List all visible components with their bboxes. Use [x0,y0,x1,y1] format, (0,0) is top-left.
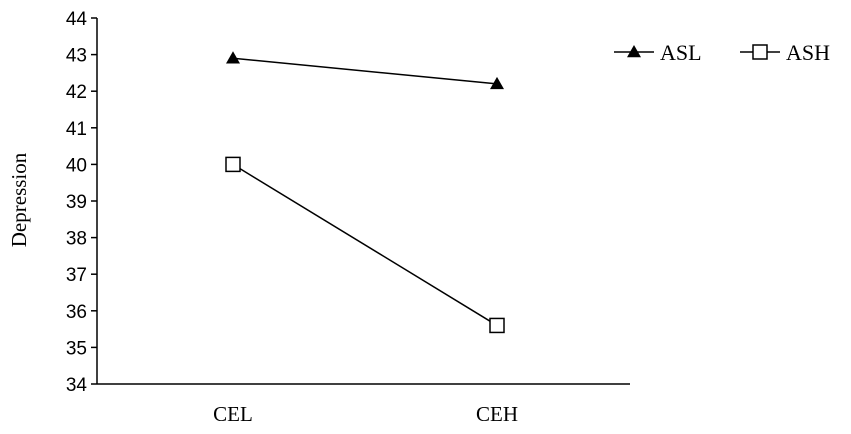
x-category-label: CEH [476,402,518,426]
legend-marker [627,45,641,58]
series-line [232,57,498,85]
legend-label: ASH [786,40,830,65]
data-point [490,76,504,90]
data-point [489,317,505,334]
y-tick-label: 38 [66,229,87,250]
x-category-label: CEL [213,402,253,426]
y-tick-label: 35 [66,338,87,359]
y-tick-label: 34 [66,375,88,396]
y-tick-label: 43 [66,46,87,67]
legend-marker [752,44,768,60]
legend-item-ash: ASH [740,40,830,65]
legend-item-asl: ASL [614,40,702,65]
y-tick-label: 44 [66,9,88,30]
x-axis: CEL CEH [97,383,630,426]
series-line [232,163,498,327]
y-tick-label: 40 [66,155,87,176]
data-point [226,51,240,64]
y-tick-label: 42 [66,82,87,103]
y-tick-label: 36 [66,302,87,323]
data-point [225,156,241,173]
y-axis-title: Depression [7,152,31,247]
legend-label: ASL [660,40,702,65]
legend: ASL ASH [614,40,830,65]
y-axis: 34 35 36 37 38 39 40 41 42 43 44 [66,9,98,396]
series-layer [225,51,505,334]
series-ash [225,156,505,334]
series-asl [226,51,504,90]
y-tick-label: 39 [66,192,87,213]
y-tick-label: 41 [66,119,87,140]
y-tick-label: 37 [66,265,87,286]
